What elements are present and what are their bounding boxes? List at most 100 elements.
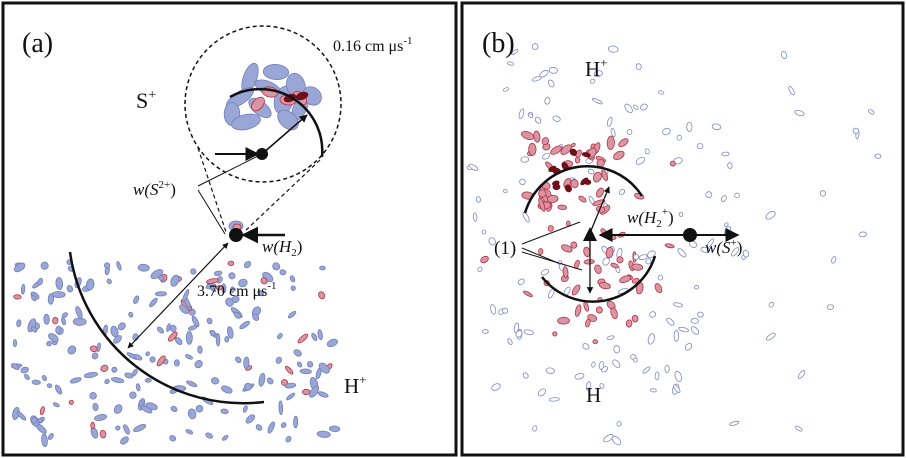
density-blob: [68, 399, 74, 405]
density-blob: [574, 304, 582, 317]
large-radius-arrow: [127, 242, 229, 349]
density-blob: [768, 301, 775, 308]
density-blob: [144, 378, 152, 383]
density-blob: [233, 311, 241, 319]
svg-text:0.16 cm μs-1: 0.16 cm μs-1: [333, 35, 413, 55]
panel-a-frame: [1, 1, 458, 457]
small-velocity-unit-exp: -1: [403, 35, 412, 47]
zoom-connector-left: [197, 147, 227, 233]
upper-vector: [589, 186, 610, 234]
density-blob: [562, 266, 569, 279]
density-blob: [633, 104, 639, 110]
density-blob: [173, 359, 180, 367]
panel-b-tag: (b): [482, 28, 515, 59]
density-blob: [37, 277, 44, 286]
density-blob: [285, 365, 294, 375]
ion-h-plus-charge-b: +: [600, 55, 607, 70]
density-blob: [293, 349, 302, 357]
density-blob: [560, 144, 572, 155]
density-blob: [220, 408, 229, 415]
w-h2-label-pre: w(H: [262, 237, 293, 256]
density-blob: [255, 424, 263, 431]
density-blob: [267, 421, 275, 434]
density-blob: [613, 345, 621, 354]
density-blob: [507, 338, 513, 345]
density-blob: [507, 61, 515, 66]
density-blob: [574, 373, 585, 380]
density-blob: [287, 310, 297, 319]
density-blob: [619, 275, 632, 283]
density-blob: [149, 356, 156, 363]
density-blob: [40, 261, 49, 270]
density-blob: [657, 274, 664, 281]
density-blob: [705, 191, 713, 199]
density-blob: [664, 364, 670, 374]
density-blob: [693, 285, 699, 290]
zoom-circle: [184, 25, 342, 183]
density-blob: [272, 262, 281, 271]
density-blob: [616, 256, 624, 264]
density-blob: [673, 384, 681, 393]
density-blob: [52, 316, 59, 325]
w-h2-label-sub: 2: [291, 247, 297, 259]
density-blob: [696, 143, 704, 150]
density-blob: [502, 307, 509, 314]
density-blob: [106, 278, 112, 285]
density-blob: [721, 151, 730, 157]
density-blob: [13, 294, 22, 300]
density-blob: [831, 256, 837, 264]
density-blob: [100, 364, 109, 373]
density-blob: [868, 109, 875, 115]
density-blob: [541, 137, 549, 146]
zoom-connector-right: [243, 159, 321, 233]
density-blob: [561, 244, 573, 253]
density-blob: [649, 388, 657, 393]
density-blob: [24, 373, 30, 381]
density-blob: [39, 406, 45, 416]
density-blob: [552, 183, 561, 191]
density-blob: [133, 424, 147, 433]
density-blob: [31, 379, 41, 385]
density-blob: [316, 430, 331, 438]
density-blob: [133, 354, 143, 361]
density-blob: [229, 286, 235, 293]
density-blob: [610, 307, 618, 320]
density-blob: [481, 229, 487, 235]
density-blob: [520, 156, 530, 163]
density-blob: [723, 222, 729, 227]
density-blob: [187, 408, 197, 420]
density-blob: [472, 212, 478, 222]
density-blob: [234, 356, 242, 364]
density-blob: [286, 392, 296, 401]
density-blob: [52, 402, 60, 408]
density-blob: [51, 291, 66, 299]
density-blob: [96, 342, 101, 353]
large-velocity-label: 3.70 cm μs: [197, 283, 267, 300]
density-blob: [72, 317, 87, 326]
density-blob: [612, 359, 621, 368]
density-blob: [522, 211, 530, 223]
density-blob: [538, 248, 544, 255]
density-blob: [678, 211, 684, 217]
density-blob: [550, 145, 563, 155]
density-blob: [626, 129, 633, 135]
density-blob: [319, 265, 326, 271]
density-blob: [290, 285, 296, 291]
density-blob: [654, 283, 663, 294]
density-blob: [69, 377, 82, 384]
density-blob: [678, 326, 689, 333]
density-blob: [299, 368, 312, 375]
density-blob: [195, 404, 204, 413]
density-blob: [538, 189, 547, 198]
density-blob: [43, 313, 50, 325]
density-blob: [47, 293, 55, 305]
density-blob: [293, 415, 299, 429]
density-blob: [149, 297, 158, 308]
density-blob: [585, 318, 591, 328]
density-blob: [729, 420, 740, 426]
density-blob: [104, 262, 111, 269]
density-blob: [654, 371, 660, 381]
density-blob: [566, 220, 571, 227]
density-blob: [552, 331, 558, 337]
density-blob: [90, 421, 95, 429]
